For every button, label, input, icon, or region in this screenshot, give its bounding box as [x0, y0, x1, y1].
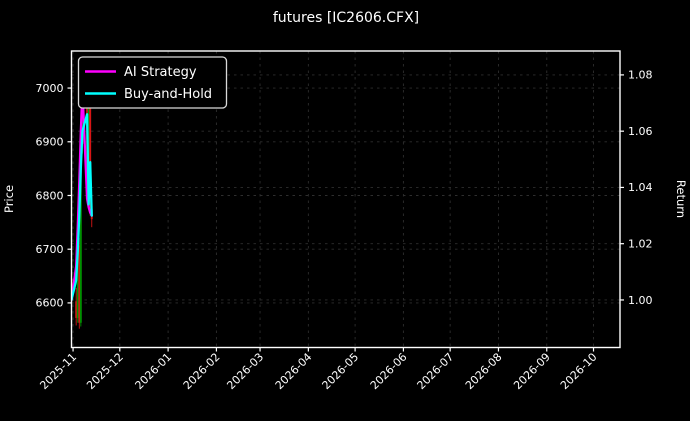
- legend-label-ai-strategy: AI Strategy: [124, 65, 197, 80]
- price-tick-label: 7000: [36, 82, 64, 95]
- chart-title: futures [IC2606.CFX]: [273, 10, 419, 26]
- x-tick-label: 2026-04: [273, 350, 315, 392]
- return-tick-label: 1.04: [628, 181, 653, 194]
- return-tick-label: 1.02: [628, 237, 653, 250]
- price-tick-label: 6600: [36, 297, 64, 310]
- x-tick-label: 2026-01: [133, 350, 175, 392]
- price-tick-label: 6700: [36, 243, 64, 256]
- x-tick-label: 2026-03: [224, 350, 266, 392]
- legend: AI Strategy Buy-and-Hold: [77, 56, 228, 109]
- x-tick-label: 2026-07: [415, 350, 457, 392]
- price-tick-label: 6900: [36, 136, 64, 149]
- x-tick-label: 2026-06: [368, 350, 410, 392]
- x-tick-label: 2025-11: [37, 350, 79, 392]
- legend-label-buy-and-hold: Buy-and-Hold: [124, 87, 212, 102]
- return-tick-label: 1.00: [628, 294, 653, 307]
- x-tick-label: 2026-02: [181, 350, 223, 392]
- return-tick-label: 1.08: [628, 69, 653, 82]
- plot-spines: [70, 50, 621, 349]
- price-tick-label: 6800: [36, 189, 64, 202]
- x-tick-label: 2026-08: [463, 350, 505, 392]
- x-tick-label: 2026-10: [558, 350, 600, 392]
- return-axis-label: Return: [674, 180, 688, 218]
- price-axis-label: Price: [2, 185, 16, 213]
- x-tick-label: 2026-09: [511, 350, 553, 392]
- x-tick-label: 2025-12: [84, 350, 126, 392]
- series-line-buy-and-hold: [71, 113, 93, 302]
- return-tick-label: 1.06: [628, 125, 653, 138]
- x-tick-label: 2026-05: [320, 350, 362, 392]
- legend-box: [77, 56, 228, 109]
